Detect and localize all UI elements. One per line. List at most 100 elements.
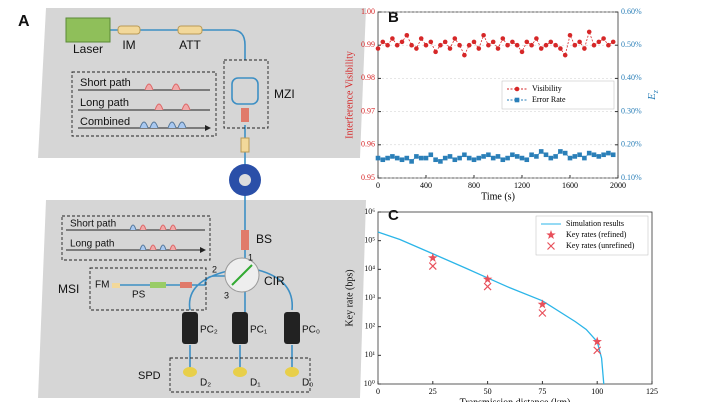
x-tick-label: 1600 xyxy=(562,181,578,190)
legend-box xyxy=(535,215,649,256)
label: Short path xyxy=(80,77,131,89)
y-tick-label: 10⁶ xyxy=(364,207,375,216)
point xyxy=(375,46,381,51)
point xyxy=(380,39,386,45)
label: ATT xyxy=(179,38,201,52)
pulses xyxy=(139,121,187,129)
point xyxy=(447,46,453,51)
connector xyxy=(240,137,250,153)
label: SPD xyxy=(138,370,161,382)
point xyxy=(490,39,496,45)
point xyxy=(577,152,582,158)
point xyxy=(524,157,530,163)
legend-label: Error Rate xyxy=(532,95,566,104)
point xyxy=(442,39,448,45)
point xyxy=(529,42,534,48)
fiber xyxy=(120,269,293,312)
point xyxy=(423,42,429,48)
point xyxy=(562,52,568,58)
x-tick-label: 0 xyxy=(376,387,380,396)
panel-label: C xyxy=(388,207,399,224)
point xyxy=(500,157,506,163)
point xyxy=(404,32,410,38)
point xyxy=(409,42,414,48)
y-axis-label: Interference Visibility xyxy=(344,51,355,139)
point xyxy=(538,149,544,154)
legend-label: Key rates (refined) xyxy=(566,230,627,239)
point xyxy=(548,39,554,45)
point xyxy=(433,157,438,163)
point xyxy=(466,155,472,161)
point xyxy=(606,150,611,156)
point xyxy=(537,299,548,309)
point xyxy=(481,32,486,38)
point xyxy=(591,42,597,48)
point xyxy=(529,152,534,158)
pulses xyxy=(144,83,191,111)
point xyxy=(414,154,419,159)
point xyxy=(438,42,443,48)
legend-marker xyxy=(514,97,520,103)
charts: 0 400 800 1200 1600 2000 0.95 0.96 0.97 0.98 0.99 1… xyxy=(344,7,660,402)
y-tick-label: 0.96 xyxy=(361,140,375,149)
point xyxy=(399,39,405,45)
coupler xyxy=(180,282,192,288)
fm xyxy=(112,283,120,288)
point xyxy=(572,154,578,159)
point xyxy=(610,152,616,158)
x-tick-label: 400 xyxy=(420,181,432,190)
im xyxy=(117,25,141,35)
panel-label: A xyxy=(18,13,30,30)
coupler xyxy=(241,108,249,122)
point xyxy=(519,49,525,55)
label: Long path xyxy=(70,239,115,250)
x-tick-label: 50 xyxy=(484,387,492,396)
label: PC₀ xyxy=(302,325,320,336)
label: IM xyxy=(122,38,135,52)
x-axis-label: Time (s) xyxy=(481,191,515,202)
label: BS xyxy=(256,232,272,246)
fiber xyxy=(189,345,293,368)
spd-box xyxy=(169,357,311,393)
point xyxy=(505,155,510,161)
detector xyxy=(233,367,247,377)
point xyxy=(390,36,395,41)
label: Combined xyxy=(80,116,130,128)
point xyxy=(543,152,549,158)
point xyxy=(462,52,467,58)
label: 1 xyxy=(248,252,253,262)
label-part: E xyxy=(646,93,658,101)
label: PC₁ xyxy=(250,325,268,336)
x-tick-label: 2000 xyxy=(610,181,626,190)
y-tick-label: 10⁵ xyxy=(364,235,375,244)
y-tick-label: 10² xyxy=(365,321,376,330)
y-tick-label: 10³ xyxy=(365,293,376,302)
point xyxy=(567,32,573,38)
point xyxy=(495,46,501,51)
att xyxy=(177,25,203,35)
point xyxy=(418,155,424,161)
bs xyxy=(241,230,249,250)
legend-label: Visibility xyxy=(532,84,562,93)
y-axis-label: Key rate (bps) xyxy=(344,269,355,326)
series-line xyxy=(377,150,614,162)
point xyxy=(481,154,486,159)
point xyxy=(592,336,602,346)
point xyxy=(524,39,530,45)
fiber xyxy=(110,29,246,60)
point xyxy=(562,150,568,156)
y2-tick-label: 0.10% xyxy=(621,173,642,182)
legend-marker xyxy=(514,86,520,92)
point xyxy=(482,274,493,284)
point xyxy=(572,42,578,48)
pc xyxy=(182,312,198,344)
point xyxy=(534,36,539,41)
x-tick-label: 75 xyxy=(538,387,546,396)
point xyxy=(452,157,458,163)
point xyxy=(394,42,400,48)
y2-tick-label: 0.30% xyxy=(621,106,642,115)
point xyxy=(399,157,405,163)
laser xyxy=(65,17,111,43)
point xyxy=(582,155,587,161)
point xyxy=(442,155,448,161)
